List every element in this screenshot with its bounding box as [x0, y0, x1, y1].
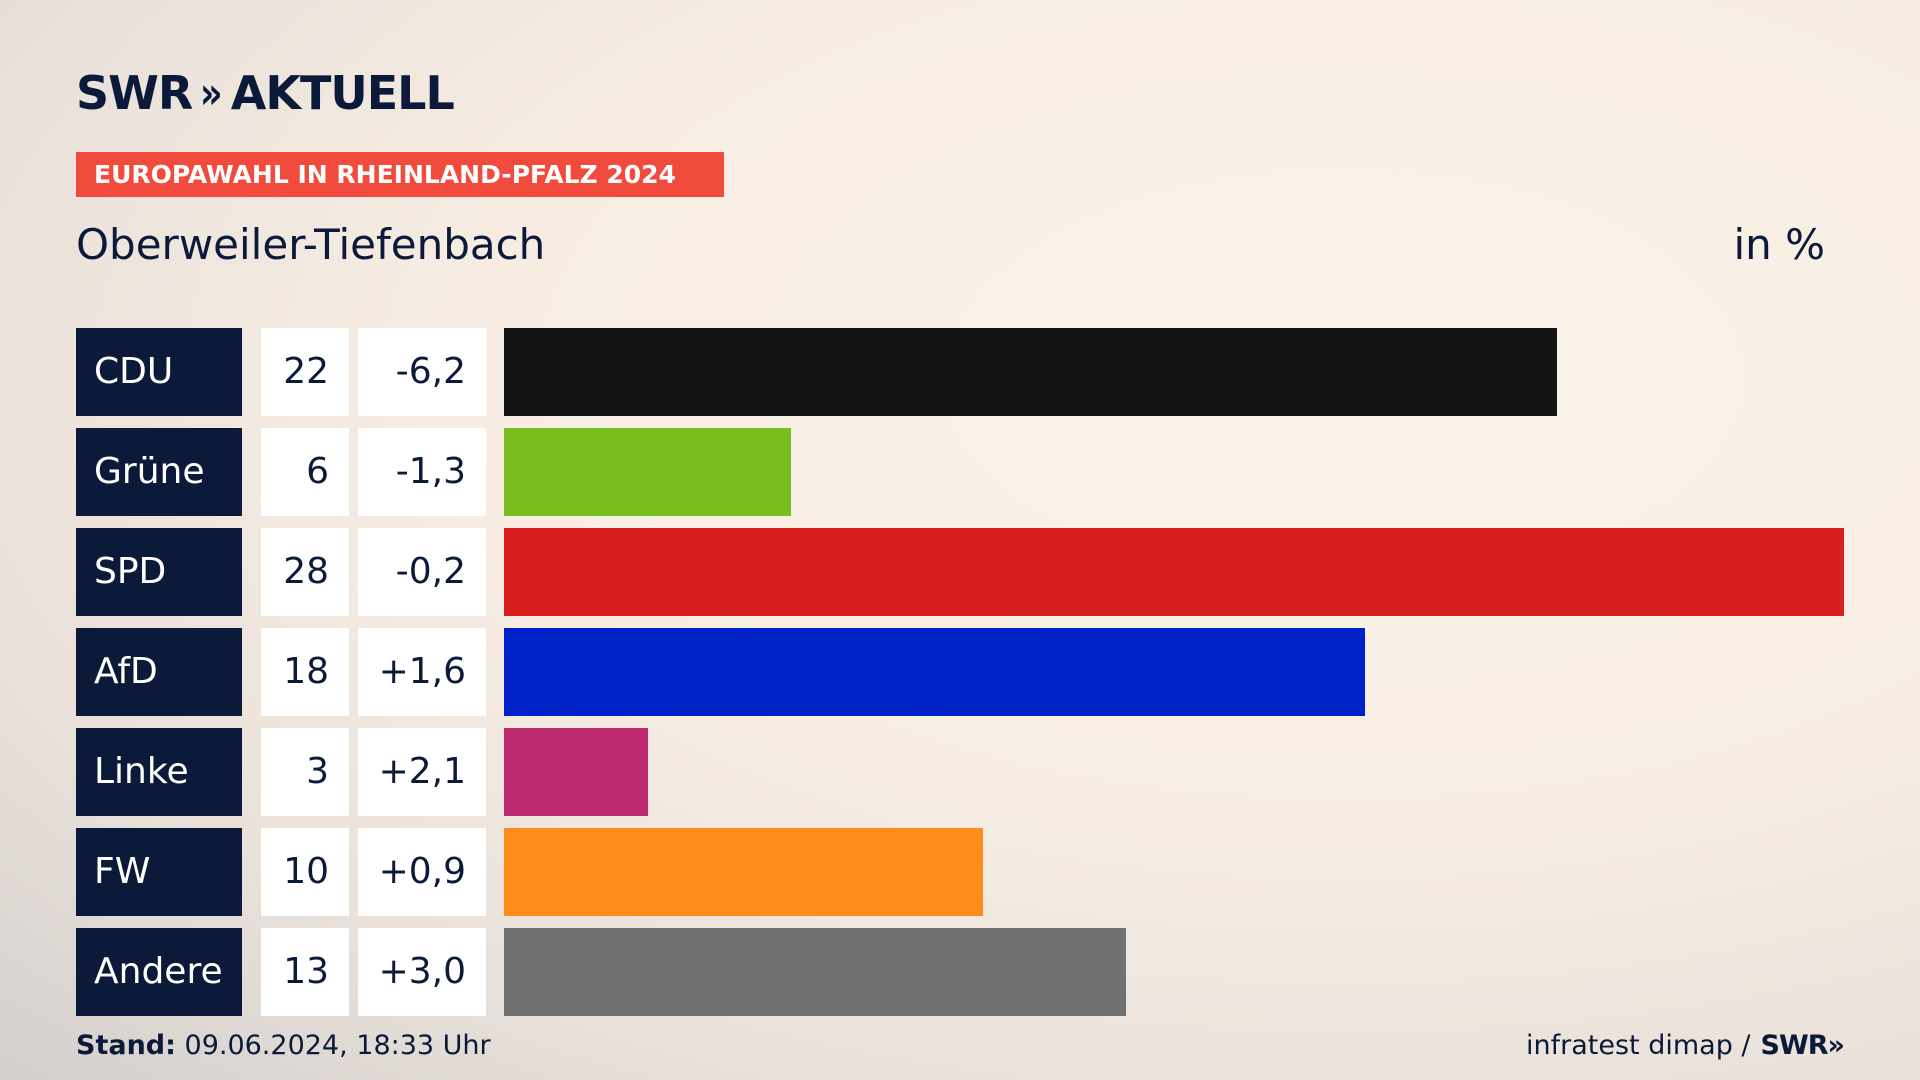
result-value: 10 [261, 828, 349, 916]
party-label: CDU [76, 328, 242, 416]
result-value: 18 [261, 628, 349, 716]
timestamp: Stand: 09.06.2024, 18:33 Uhr [76, 1030, 491, 1061]
party-label: AfD [76, 628, 242, 716]
result-row: Linke 3 +2,1 [76, 728, 1846, 816]
source-text: infratest dimap / [1526, 1030, 1751, 1061]
stand-value: 09.06.2024, 18:33 Uhr [184, 1030, 491, 1061]
result-row: FW 10 +0,9 [76, 828, 1846, 916]
result-value: 6 [261, 428, 349, 516]
party-label: Grüne [76, 428, 242, 516]
swr-small-logo: SWR» [1760, 1030, 1845, 1061]
result-bar [504, 528, 1844, 616]
page-title: Oberweiler-Tiefenbach [76, 220, 546, 269]
party-label: SPD [76, 528, 242, 616]
result-row: CDU 22 -6,2 [76, 328, 1846, 416]
double-chevron-icon: » [200, 67, 223, 119]
result-row: Andere 13 +3,0 [76, 928, 1846, 1016]
result-change: -1,3 [358, 428, 486, 516]
result-bar [504, 828, 983, 916]
stand-label: Stand: [76, 1030, 176, 1061]
party-label: Andere [76, 928, 242, 1016]
source-credit: infratest dimap / SWR» [1526, 1030, 1845, 1061]
result-bar [504, 328, 1557, 416]
result-value: 22 [261, 328, 349, 416]
result-value: 3 [261, 728, 349, 816]
swr-aktuell-logo: SWR » AKTUELL [76, 66, 455, 120]
result-bar [504, 428, 791, 516]
result-change: -0,2 [358, 528, 486, 616]
result-row: Grüne 6 -1,3 [76, 428, 1846, 516]
result-change: -6,2 [358, 328, 486, 416]
result-bar [504, 628, 1365, 716]
party-label: Linke [76, 728, 242, 816]
result-change: +2,1 [358, 728, 486, 816]
unit-label: in % [1733, 220, 1825, 269]
result-bar [504, 928, 1126, 1016]
result-row: SPD 28 -0,2 [76, 528, 1846, 616]
result-change: +3,0 [358, 928, 486, 1016]
result-bar [504, 728, 648, 816]
result-value: 13 [261, 928, 349, 1016]
result-value: 28 [261, 528, 349, 616]
result-change: +0,9 [358, 828, 486, 916]
logo-aktuell-text: AKTUELL [230, 66, 455, 120]
result-change: +1,6 [358, 628, 486, 716]
result-row: AfD 18 +1,6 [76, 628, 1846, 716]
election-banner: EUROPAWAHL IN RHEINLAND-PFALZ 2024 [76, 152, 724, 197]
logo-swr-text: SWR [76, 66, 193, 120]
party-label: FW [76, 828, 242, 916]
